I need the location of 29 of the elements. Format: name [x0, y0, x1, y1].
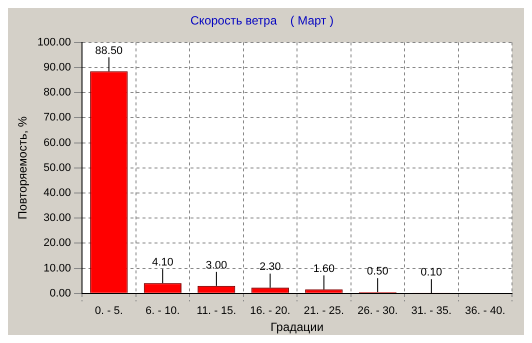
y-tick-label: 80.00: [44, 86, 72, 99]
x-tick-label: 36. - 40.: [464, 305, 506, 318]
y-tick-label: 20.00: [44, 237, 72, 250]
data-label: 0.50: [366, 266, 388, 278]
y-tick-label: 70.00: [44, 112, 72, 124]
data-label: 88.50: [95, 44, 123, 57]
x-axis-title: Градации: [270, 320, 324, 334]
data-label: 4.10: [152, 256, 174, 269]
y-tick-label: 90.00: [44, 62, 72, 74]
x-tick-label: 11. - 15.: [196, 305, 236, 318]
y-tick-label: 10.00: [44, 262, 72, 274]
data-label: 2.30: [259, 261, 281, 274]
x-tick-label: 21. - 25.: [304, 305, 344, 318]
y-tick-label: 100.00: [37, 36, 72, 48]
chart-title: Скорость ветра ( Март ): [190, 14, 334, 28]
y-tick-label: 30.00: [44, 212, 72, 224]
x-tick-label: 0. - 5.: [94, 305, 123, 318]
y-axis-title: Повторяемость, %: [16, 116, 30, 220]
y-tick-label: 40.00: [44, 187, 72, 200]
x-tick-label: 16. - 20.: [250, 305, 290, 318]
data-label: 3.00: [206, 259, 228, 272]
y-tick-label: 0.00: [50, 287, 72, 300]
y-tick-label: 60.00: [44, 136, 72, 149]
x-tick-label: 26. - 30.: [357, 305, 398, 318]
y-tick-label: 50.00: [44, 162, 72, 174]
x-tick-label: 6. - 10.: [146, 305, 180, 318]
data-label: 0.10: [420, 266, 442, 279]
x-tick-label: 31. - 35.: [411, 305, 452, 318]
data-label: 1.60: [313, 262, 335, 275]
